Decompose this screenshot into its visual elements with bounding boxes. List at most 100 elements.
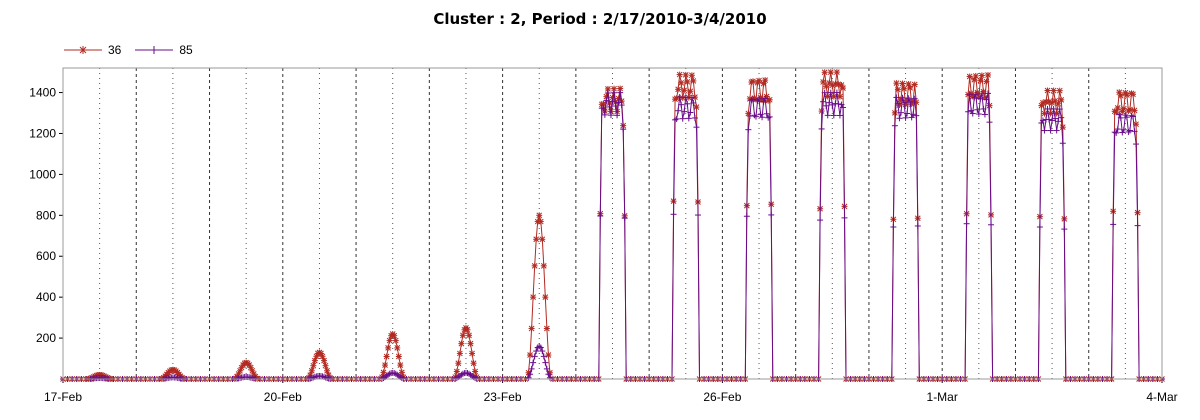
data-point-36	[1050, 87, 1057, 94]
data-point-36	[527, 352, 534, 359]
legend-item-36: 36	[64, 43, 121, 57]
data-point-36	[321, 357, 328, 364]
data-point-85	[530, 359, 537, 366]
x-tick-label: 23-Feb	[484, 390, 522, 404]
data-point-85	[621, 215, 628, 222]
data-point-36	[676, 71, 683, 78]
data-point-85	[603, 97, 610, 104]
data-point-85	[1058, 114, 1065, 121]
data-point-85	[1114, 126, 1121, 133]
data-point-85	[897, 109, 904, 116]
data-point-85	[1052, 115, 1059, 122]
data-point-85	[681, 108, 688, 115]
legend-marker-36	[64, 46, 102, 54]
data-point-36	[901, 85, 908, 92]
data-point-85	[601, 111, 608, 118]
data-point-85	[905, 95, 912, 102]
data-point-85	[896, 115, 903, 122]
data-point-36	[395, 353, 402, 360]
chart-title: Cluster : 2, Period : 2/17/2010-3/4/2010	[433, 10, 767, 28]
data-point-85	[673, 115, 680, 122]
data-point-36	[394, 344, 401, 351]
data-point-85	[1117, 114, 1124, 121]
data-point-85	[914, 222, 921, 229]
data-point-85	[894, 100, 901, 107]
data-point-85	[1133, 141, 1140, 148]
data-point-85	[1046, 116, 1053, 123]
data-point-85	[974, 106, 981, 113]
data-point-85	[907, 98, 914, 105]
data-point-85	[688, 94, 695, 101]
data-point-85	[1047, 127, 1054, 134]
data-point-85	[685, 115, 692, 122]
data-point-85	[891, 122, 898, 129]
y-tick-label: 600	[36, 249, 56, 263]
data-point-36	[766, 96, 773, 103]
data-point-36	[687, 88, 694, 95]
data-point-85	[675, 107, 682, 114]
data-point-85	[821, 89, 828, 96]
data-point-85	[682, 94, 689, 101]
data-point-36	[469, 350, 476, 357]
data-point-36	[688, 72, 695, 79]
data-point-85	[833, 89, 840, 96]
data-point-36	[322, 362, 329, 369]
data-point-85	[690, 99, 697, 106]
data-point-85	[540, 353, 547, 360]
data-point-36	[1044, 87, 1051, 94]
data-point-85	[988, 221, 995, 228]
data-point-85	[818, 125, 825, 132]
data-point-85	[542, 359, 549, 366]
legend: 36 85	[64, 42, 207, 58]
data-point-36	[756, 77, 763, 84]
data-point-36	[681, 87, 688, 94]
data-point-85	[618, 102, 625, 109]
data-point-85	[899, 94, 906, 101]
data-point-85	[890, 224, 897, 231]
data-point-85	[607, 112, 614, 119]
data-point-36	[827, 69, 834, 76]
data-point-36	[826, 79, 833, 86]
x-tick-label: 1-Mar	[927, 390, 958, 404]
data-point-85	[1061, 226, 1068, 233]
data-point-85	[841, 214, 848, 221]
data-point-36	[543, 325, 550, 332]
data-point-85	[756, 95, 763, 102]
data-point-36	[1059, 124, 1066, 131]
data-point-36	[821, 69, 828, 76]
data-point-36	[472, 368, 479, 375]
data-point-36	[456, 350, 463, 357]
data-point-85	[817, 217, 824, 224]
legend-label-85: 85	[179, 43, 193, 57]
data-point-36	[693, 104, 700, 111]
data-point-85	[1059, 140, 1066, 147]
data-point-85	[615, 99, 622, 106]
data-point-85	[693, 124, 700, 131]
x-tick-label: 20-Feb	[264, 390, 302, 404]
data-point-36	[830, 93, 837, 100]
data-point-85	[836, 112, 843, 119]
data-point-85	[901, 99, 908, 106]
data-point-85	[980, 105, 987, 112]
data-point-85	[824, 112, 831, 119]
data-point-85	[1120, 126, 1127, 133]
data-point-36	[311, 357, 318, 364]
data-point-85	[1039, 117, 1046, 124]
data-point-85	[1055, 118, 1062, 125]
data-point-85	[1053, 127, 1060, 134]
data-point-36	[833, 69, 840, 76]
data-point-85	[743, 213, 750, 220]
data-point-36	[397, 362, 404, 369]
data-point-36	[977, 77, 984, 84]
data-point-85	[983, 96, 990, 103]
data-point-36	[308, 367, 315, 374]
data-point-36	[530, 294, 537, 301]
data-point-85	[597, 212, 604, 219]
data-point-36	[986, 102, 993, 109]
data-point-85	[543, 365, 550, 372]
data-point-36	[1046, 98, 1053, 105]
data-point-85	[966, 91, 973, 98]
data-point-85	[902, 114, 909, 121]
data-point-85	[963, 220, 970, 227]
data-point-85	[1044, 105, 1051, 112]
